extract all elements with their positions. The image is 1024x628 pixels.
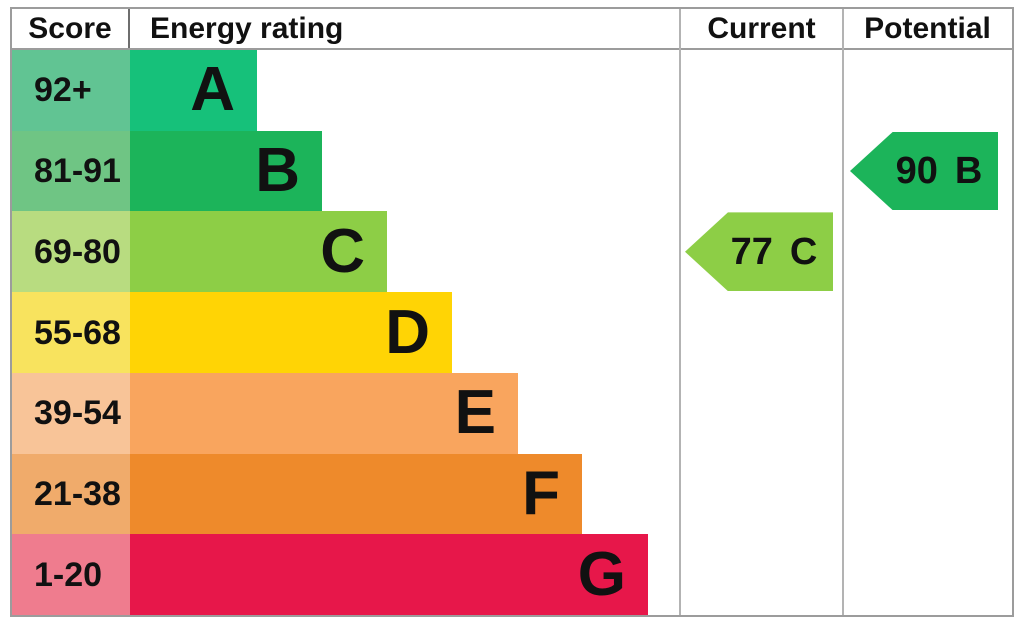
chart-header-row: Score Energy rating Current Potential — [12, 9, 1012, 50]
epc-rating-chart: Score Energy rating Current Potential 92… — [10, 7, 1014, 617]
band-score-range: 81-91 — [12, 130, 130, 212]
current-rating-value: 77 — [730, 230, 773, 273]
energy-rating-column-header: Energy rating — [150, 11, 344, 45]
band-score-range: 55-68 — [12, 292, 130, 373]
band-bar-g: G — [130, 534, 648, 616]
band-score-range: 39-54 — [12, 372, 130, 454]
potential-column-header: Potential — [864, 11, 991, 45]
energy-band-row: 1-20 G — [12, 534, 680, 616]
energy-band-row: 81-91 B — [12, 130, 680, 212]
current-rating-band-letter: C — [789, 230, 818, 273]
energy-band-row: 39-54 E — [12, 372, 680, 454]
potential-column-divider — [842, 9, 844, 615]
current-rating-arrow: 77 C — [685, 212, 833, 292]
band-score-range: 69-80 — [12, 211, 130, 293]
potential-rating-arrow: 90 B — [850, 131, 998, 211]
current-column-divider — [679, 9, 681, 615]
energy-band-row: 55-68 D — [12, 292, 680, 373]
band-score-range: 21-38 — [12, 453, 130, 535]
band-bar-b: B — [130, 130, 322, 212]
energy-band-row: 92+ A — [12, 50, 680, 131]
energy-band-row: 21-38 F — [12, 453, 680, 535]
band-bar-c: C — [130, 211, 387, 293]
energy-band-row: 69-80 C — [12, 211, 680, 293]
band-bar-e: E — [130, 372, 518, 454]
band-bar-d: D — [130, 292, 452, 373]
potential-rating-band-letter: B — [954, 150, 983, 193]
band-score-range: 1-20 — [12, 534, 130, 616]
energy-band-rows: 92+ A 81-91 B 69-80 C 55-68 D 39-54 E 21… — [12, 50, 680, 616]
band-bar-f: F — [130, 453, 582, 535]
potential-rating-value: 90 — [895, 150, 938, 193]
band-score-range: 92+ — [12, 50, 130, 131]
current-column-header: Current — [707, 11, 816, 45]
band-bar-a: A — [130, 50, 257, 131]
score-column-header: Score — [12, 9, 130, 48]
